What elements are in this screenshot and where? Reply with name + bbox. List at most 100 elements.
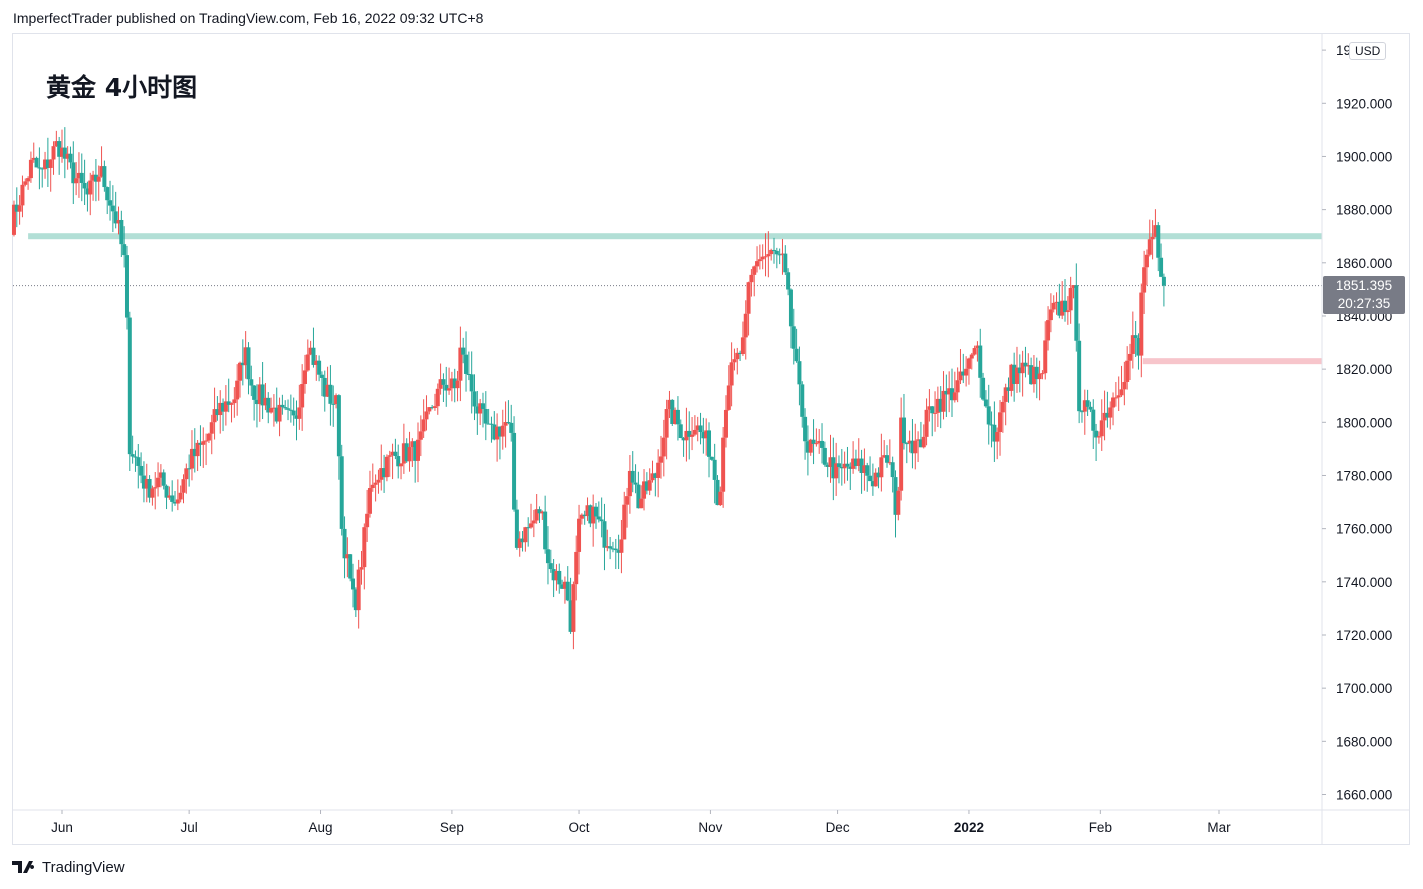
candle-up	[1116, 395, 1121, 398]
candle-down	[870, 481, 875, 487]
candle-up	[167, 495, 172, 498]
candle-up	[232, 399, 237, 404]
candle-up	[370, 484, 375, 489]
candle-up	[1054, 301, 1059, 303]
candle-up	[780, 253, 785, 255]
candle-up	[899, 417, 904, 491]
candle-down	[1077, 340, 1082, 412]
candle-down	[1094, 430, 1099, 438]
footer-brand: TradingView	[42, 858, 125, 876]
currency-badge[interactable]: USD	[1349, 42, 1387, 60]
candle-up	[302, 370, 307, 385]
candle-up	[842, 463, 847, 469]
candle-down	[992, 424, 997, 442]
candle-down	[1136, 337, 1141, 356]
candle-up	[201, 441, 206, 445]
candle-up	[229, 403, 234, 405]
candle-up	[503, 422, 508, 426]
candle-up	[605, 546, 610, 548]
candles-layer	[11, 127, 1166, 650]
candle-up	[427, 407, 432, 412]
candle-down	[444, 384, 449, 391]
candle-up	[1128, 353, 1132, 361]
candle-down	[1012, 364, 1017, 384]
candle-down	[859, 458, 864, 473]
candle-up	[517, 538, 522, 548]
candle-up	[856, 458, 861, 466]
candle-down	[788, 289, 793, 327]
candle-down	[164, 485, 169, 498]
candle-down	[497, 426, 502, 437]
candle-down	[286, 408, 291, 410]
candle-down	[317, 360, 322, 375]
candle-up	[238, 362, 242, 381]
y-tick-label: 1900.000	[1336, 149, 1392, 164]
candle-down	[602, 521, 607, 548]
candle-up	[1026, 365, 1031, 367]
candle-up	[673, 409, 678, 424]
candle-down	[565, 581, 570, 601]
candle-down	[396, 456, 401, 467]
candle-up	[76, 172, 81, 179]
candle-up	[88, 180, 93, 195]
candle-down	[260, 384, 265, 406]
candle-down	[483, 409, 488, 424]
candle-up	[1071, 285, 1076, 288]
candle-down	[537, 509, 542, 514]
candle-up	[1125, 360, 1130, 382]
candle-down	[715, 479, 720, 506]
candle-down	[1074, 285, 1079, 341]
candle-down	[885, 455, 890, 463]
candle-down	[351, 578, 356, 590]
x-tick-label: Oct	[569, 820, 590, 835]
candle-up	[639, 498, 644, 509]
candle-down	[466, 373, 471, 375]
candle-up	[740, 337, 745, 355]
y-tick-label: 19	[1336, 43, 1351, 58]
candle-up	[1060, 300, 1065, 316]
candle-down	[294, 415, 299, 419]
chart-frame[interactable]	[12, 33, 1410, 845]
candle-up	[619, 539, 624, 553]
candle-up	[647, 480, 652, 491]
candle-down	[820, 440, 825, 448]
candle-down	[266, 397, 271, 413]
y-tick-label: 1660.000	[1336, 788, 1392, 803]
candle-up	[1043, 340, 1048, 374]
candle-up	[1009, 364, 1014, 391]
candle-up	[390, 451, 395, 456]
x-tick-label: Sep	[440, 820, 464, 835]
candle-down	[803, 416, 808, 442]
y-tick-label: 1700.000	[1336, 681, 1392, 696]
candle-up	[48, 159, 53, 168]
candle-up	[924, 409, 929, 437]
candle-down	[582, 514, 587, 517]
y-tick-label: 1780.000	[1336, 468, 1392, 483]
candle-up	[1051, 302, 1056, 310]
candle-down	[489, 423, 494, 425]
x-tick-label: Feb	[1089, 820, 1112, 835]
candle-up	[916, 439, 921, 441]
candle-up	[1037, 373, 1042, 380]
candle-up	[271, 407, 276, 409]
candle-down	[1105, 412, 1110, 418]
candle-down	[910, 440, 915, 454]
candle-down	[594, 506, 598, 517]
candle-up	[661, 437, 666, 457]
candle-up	[305, 354, 310, 371]
candle-up	[749, 274, 754, 283]
tradingview-footer[interactable]: TradingView	[12, 856, 125, 878]
candle-down	[989, 424, 994, 426]
candle-down	[930, 406, 935, 414]
candle-up	[743, 313, 748, 338]
candle-down	[1063, 300, 1068, 313]
candle-down	[777, 254, 782, 256]
candle-down	[328, 384, 333, 404]
candle-down	[548, 563, 553, 570]
candle-up	[642, 481, 647, 499]
candle-down	[348, 554, 353, 579]
candle-up	[158, 472, 163, 478]
candle-up	[51, 146, 56, 160]
candle-up	[817, 440, 822, 444]
